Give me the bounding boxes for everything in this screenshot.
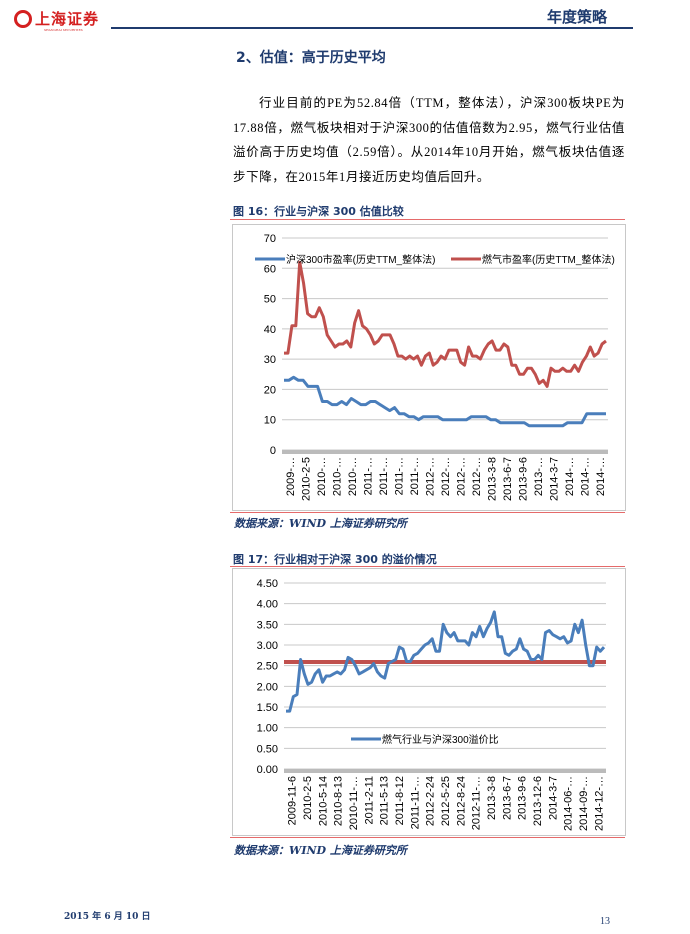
x-tick-label: 2010-8-13 <box>333 776 345 826</box>
source-divider <box>230 837 625 838</box>
y-tick-label: 30 <box>264 354 276 366</box>
x-tick-label: 2011-… <box>362 457 374 495</box>
x-tick-label: 2014-06-… <box>563 776 575 831</box>
y-tick-label: 0 <box>270 445 276 457</box>
y-tick-label: 2.50 <box>257 661 278 673</box>
x-tick-label: 2010-11-… <box>348 776 360 830</box>
x-tick-label: 2013-12-6 <box>532 776 544 826</box>
figure-17-caption: 图 17：行业相对于沪深 300 的溢价情况 <box>233 553 437 566</box>
x-tick-label: 2014-09-… <box>578 776 590 831</box>
x-axis <box>284 769 606 773</box>
logo-subtext: SHANGHAI SECURITIES <box>44 28 83 32</box>
figure-16-chart: 0 10 20 30 40 50 60 70 2009-… 2010-2-5 2010-… 2010-… <box>232 224 626 511</box>
y-tick-label: 3.00 <box>257 640 278 652</box>
x-tick-label: 2011-8-12 <box>394 776 406 825</box>
x-tick-label: 2013-3-8 <box>486 776 498 820</box>
x-tick-label: 2012-11-… <box>471 776 483 830</box>
x-tick-label: 2013-6-7 <box>502 457 514 501</box>
y-tick-label: 70 <box>264 233 276 245</box>
figure-16-source: 数据来源：WIND 上海证券研究所 <box>234 517 407 530</box>
x-tick-label: 2014-… <box>595 457 607 496</box>
y-tick-label: 0.50 <box>257 743 278 755</box>
caption-divider <box>230 219 625 220</box>
x-tick-label: 2012-8-24 <box>455 776 467 826</box>
x-tick-label: 2012-… <box>424 457 436 496</box>
x-tick-label: 2012-2-24 <box>425 776 437 826</box>
x-tick-label: 2011-2-11 <box>363 776 375 825</box>
y-tick-label: 1.50 <box>257 702 278 714</box>
x-tick-label: 2013-9-6 <box>518 457 530 501</box>
y-tick-label: 3.50 <box>257 619 278 631</box>
x-tick-label: 2010-5-14 <box>317 776 329 826</box>
company-logo: 上海证券 SHANGHAI SECURITIES <box>14 8 100 32</box>
header-divider <box>111 27 633 29</box>
y-tick-label: 1.00 <box>257 723 278 735</box>
x-tick-label: 2010-… <box>347 457 359 496</box>
x-tick-label: 2013-6-7 <box>501 776 513 820</box>
series-line-1 <box>286 610 606 713</box>
logo-text: 上海证券 <box>35 10 100 28</box>
legend-label: 燃气市盈率(历史TTM_整体法) <box>482 253 615 266</box>
y-tick-label: 0.00 <box>257 764 278 776</box>
series-line-1 <box>284 375 606 428</box>
x-tick-label: 2013-… <box>533 457 545 496</box>
y-tick-label: 50 <box>264 294 276 306</box>
y-tick-label: 10 <box>264 415 276 427</box>
y-tick-label: 60 <box>264 263 276 275</box>
series-line-2 <box>284 260 607 388</box>
y-tick-label: 4.00 <box>257 599 278 611</box>
page-number: 13 <box>600 916 610 927</box>
body-paragraph: 行业目前的PE为52.84倍（TTM，整体法），沪深300板块PE为17.88倍… <box>233 96 625 184</box>
y-tick-label: 2.00 <box>257 681 278 693</box>
x-tick-label: 2014-3-7 <box>549 457 561 501</box>
x-tick-label: 2011-5-13 <box>379 776 391 825</box>
report-date: 2015 年 6 月 10 日 <box>64 912 151 922</box>
x-tick-label: 2012-… <box>440 457 452 496</box>
section-title: 2、估值：高于历史平均 <box>236 50 386 66</box>
x-tick-label: 2014-… <box>564 457 576 496</box>
logo-mark-icon <box>14 9 32 28</box>
x-tick-label: 2010-… <box>331 457 343 496</box>
x-tick-label: 2011-… <box>409 457 421 495</box>
source-divider <box>230 512 625 513</box>
x-tick-label: 2013-3-8 <box>487 457 499 501</box>
x-axis <box>282 450 608 454</box>
y-tick-label: 4.50 <box>257 578 278 590</box>
caption-divider <box>230 566 625 567</box>
x-tick-label: 2011-… <box>378 457 390 495</box>
x-tick-label: 2009-… <box>285 457 297 496</box>
x-tick-label: 2013-9-6 <box>517 776 529 820</box>
x-tick-label: 2012-5-25 <box>440 776 452 826</box>
legend-label: 燃气行业与沪深300溢价比 <box>382 733 499 746</box>
x-tick-label: 2014-3-7 <box>547 776 559 820</box>
figure-17-source: 数据来源：WIND 上海证券研究所 <box>234 844 407 857</box>
x-tick-label: 2010-2-5 <box>302 776 314 820</box>
y-tick-label: 20 <box>264 384 276 396</box>
x-tick-label: 2010-2-5 <box>300 457 312 501</box>
x-tick-label: 2009-11-6 <box>287 776 299 825</box>
x-tick-label: 2011-11-… <box>409 776 421 829</box>
figure-16-caption: 图 16：行业与沪深 300 估值比较 <box>233 205 404 218</box>
figure-17-chart: 0.00 0.50 1.00 1.50 2.00 2.50 3.00 3.50 4.00 4.50… <box>232 568 626 836</box>
x-tick-label: 2014-… <box>580 457 592 496</box>
x-tick-label: 2011-… <box>393 457 405 495</box>
premium-ratio-chart: 0.00 0.50 1.00 1.50 2.00 2.50 3.00 3.50 4.00 4.50… <box>257 578 606 831</box>
x-tick-label: 2014-12-… <box>593 776 605 831</box>
x-tick-label: 2012-… <box>456 457 468 496</box>
x-tick-label: 2010-… <box>316 457 328 496</box>
x-tick-label: 2012-… <box>471 457 483 496</box>
report-type: 年度策略 <box>546 8 607 26</box>
legend-label: 沪深300市盈率(历史TTM_整体法) <box>286 253 435 266</box>
y-tick-label: 40 <box>264 324 276 336</box>
